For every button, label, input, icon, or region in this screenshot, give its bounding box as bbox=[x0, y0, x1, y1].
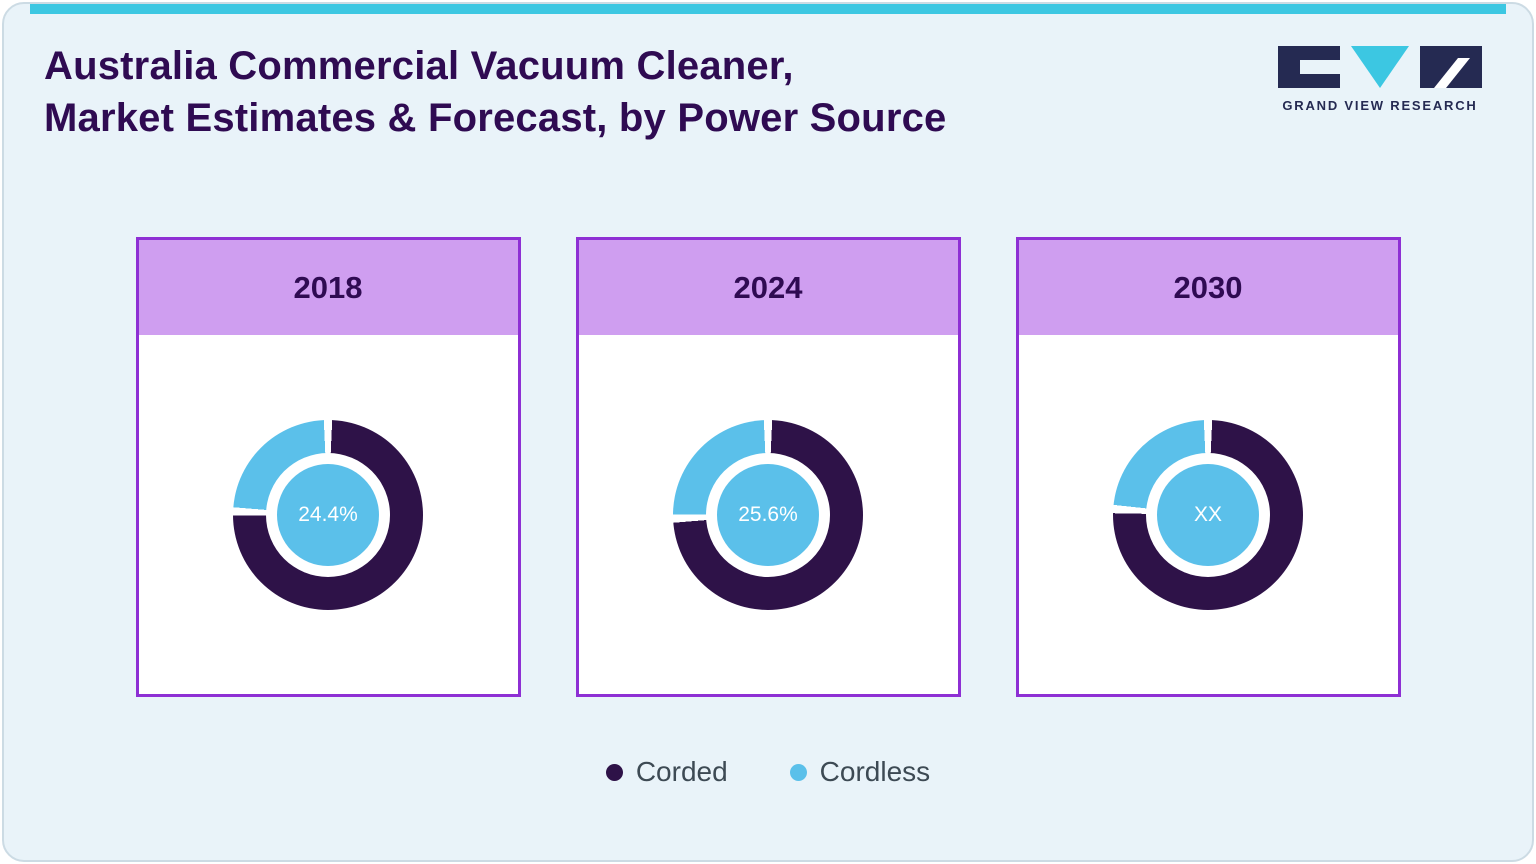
top-accent-bar bbox=[30, 4, 1506, 14]
donut-hole: 25.6% bbox=[706, 452, 830, 577]
donut-center-value: XX bbox=[1193, 502, 1222, 526]
panel-header-2024: 2024 bbox=[578, 240, 958, 335]
panel-body-2024: 25.6% bbox=[579, 335, 958, 694]
donut-hole: 24.4% bbox=[266, 452, 390, 577]
gvr-logo: GRAND VIEW RESEARCH bbox=[1272, 44, 1488, 113]
donut-chart-2024: 25.6% bbox=[673, 419, 863, 610]
donut-center-circle: XX bbox=[1157, 463, 1259, 566]
year-panel-2024: 2024 25.6% bbox=[575, 237, 961, 697]
logo-v-icon bbox=[1351, 46, 1409, 88]
donut-hole: XX bbox=[1146, 452, 1270, 577]
cordless-color-swatch bbox=[789, 763, 807, 781]
title-line-1: Australia Commercial Vacuum Cleaner, bbox=[44, 44, 794, 88]
title-line-2: Market Estimates & Forecast, by Power So… bbox=[44, 96, 947, 140]
legend-item-corded: Corded bbox=[605, 756, 728, 788]
panel-year-label: 2030 bbox=[1173, 269, 1243, 305]
panel-header-2030: 2030 bbox=[1018, 240, 1398, 335]
brand-name: GRAND VIEW RESEARCH bbox=[1282, 98, 1478, 113]
panel-year-label: 2024 bbox=[733, 269, 803, 305]
panel-body-2030: XX bbox=[1019, 335, 1398, 694]
panel-year-label: 2018 bbox=[293, 269, 363, 305]
gvr-logo-mark bbox=[1278, 44, 1482, 90]
panel-header-2018: 2018 bbox=[138, 240, 518, 335]
panel-body-2018: 24.4% bbox=[139, 335, 518, 694]
legend-label-cordless: Cordless bbox=[819, 756, 931, 787]
donut-chart-2018: 24.4% bbox=[233, 419, 423, 610]
donut-chart-2030: XX bbox=[1113, 419, 1303, 610]
donut-center-circle: 25.6% bbox=[717, 463, 819, 566]
logo-r-icon bbox=[1420, 46, 1482, 88]
chart-legend: Corded Cordless bbox=[4, 756, 1532, 788]
year-panel-2030: 2030 XX bbox=[1015, 237, 1401, 697]
logo-g-icon bbox=[1278, 46, 1340, 88]
year-panel-2018: 2018 24.4% bbox=[135, 237, 521, 697]
donut-center-circle: 24.4% bbox=[277, 463, 379, 566]
donut-center-value: 25.6% bbox=[738, 502, 798, 526]
legend-item-cordless: Cordless bbox=[789, 756, 931, 788]
year-panels: 2018 24.4% 2024 bbox=[4, 237, 1532, 697]
page-title: Australia Commercial Vacuum Cleaner, Mar… bbox=[44, 40, 946, 144]
corded-color-swatch bbox=[605, 763, 623, 781]
donut-center-value: 24.4% bbox=[298, 502, 358, 526]
legend-label-corded: Corded bbox=[635, 756, 728, 787]
